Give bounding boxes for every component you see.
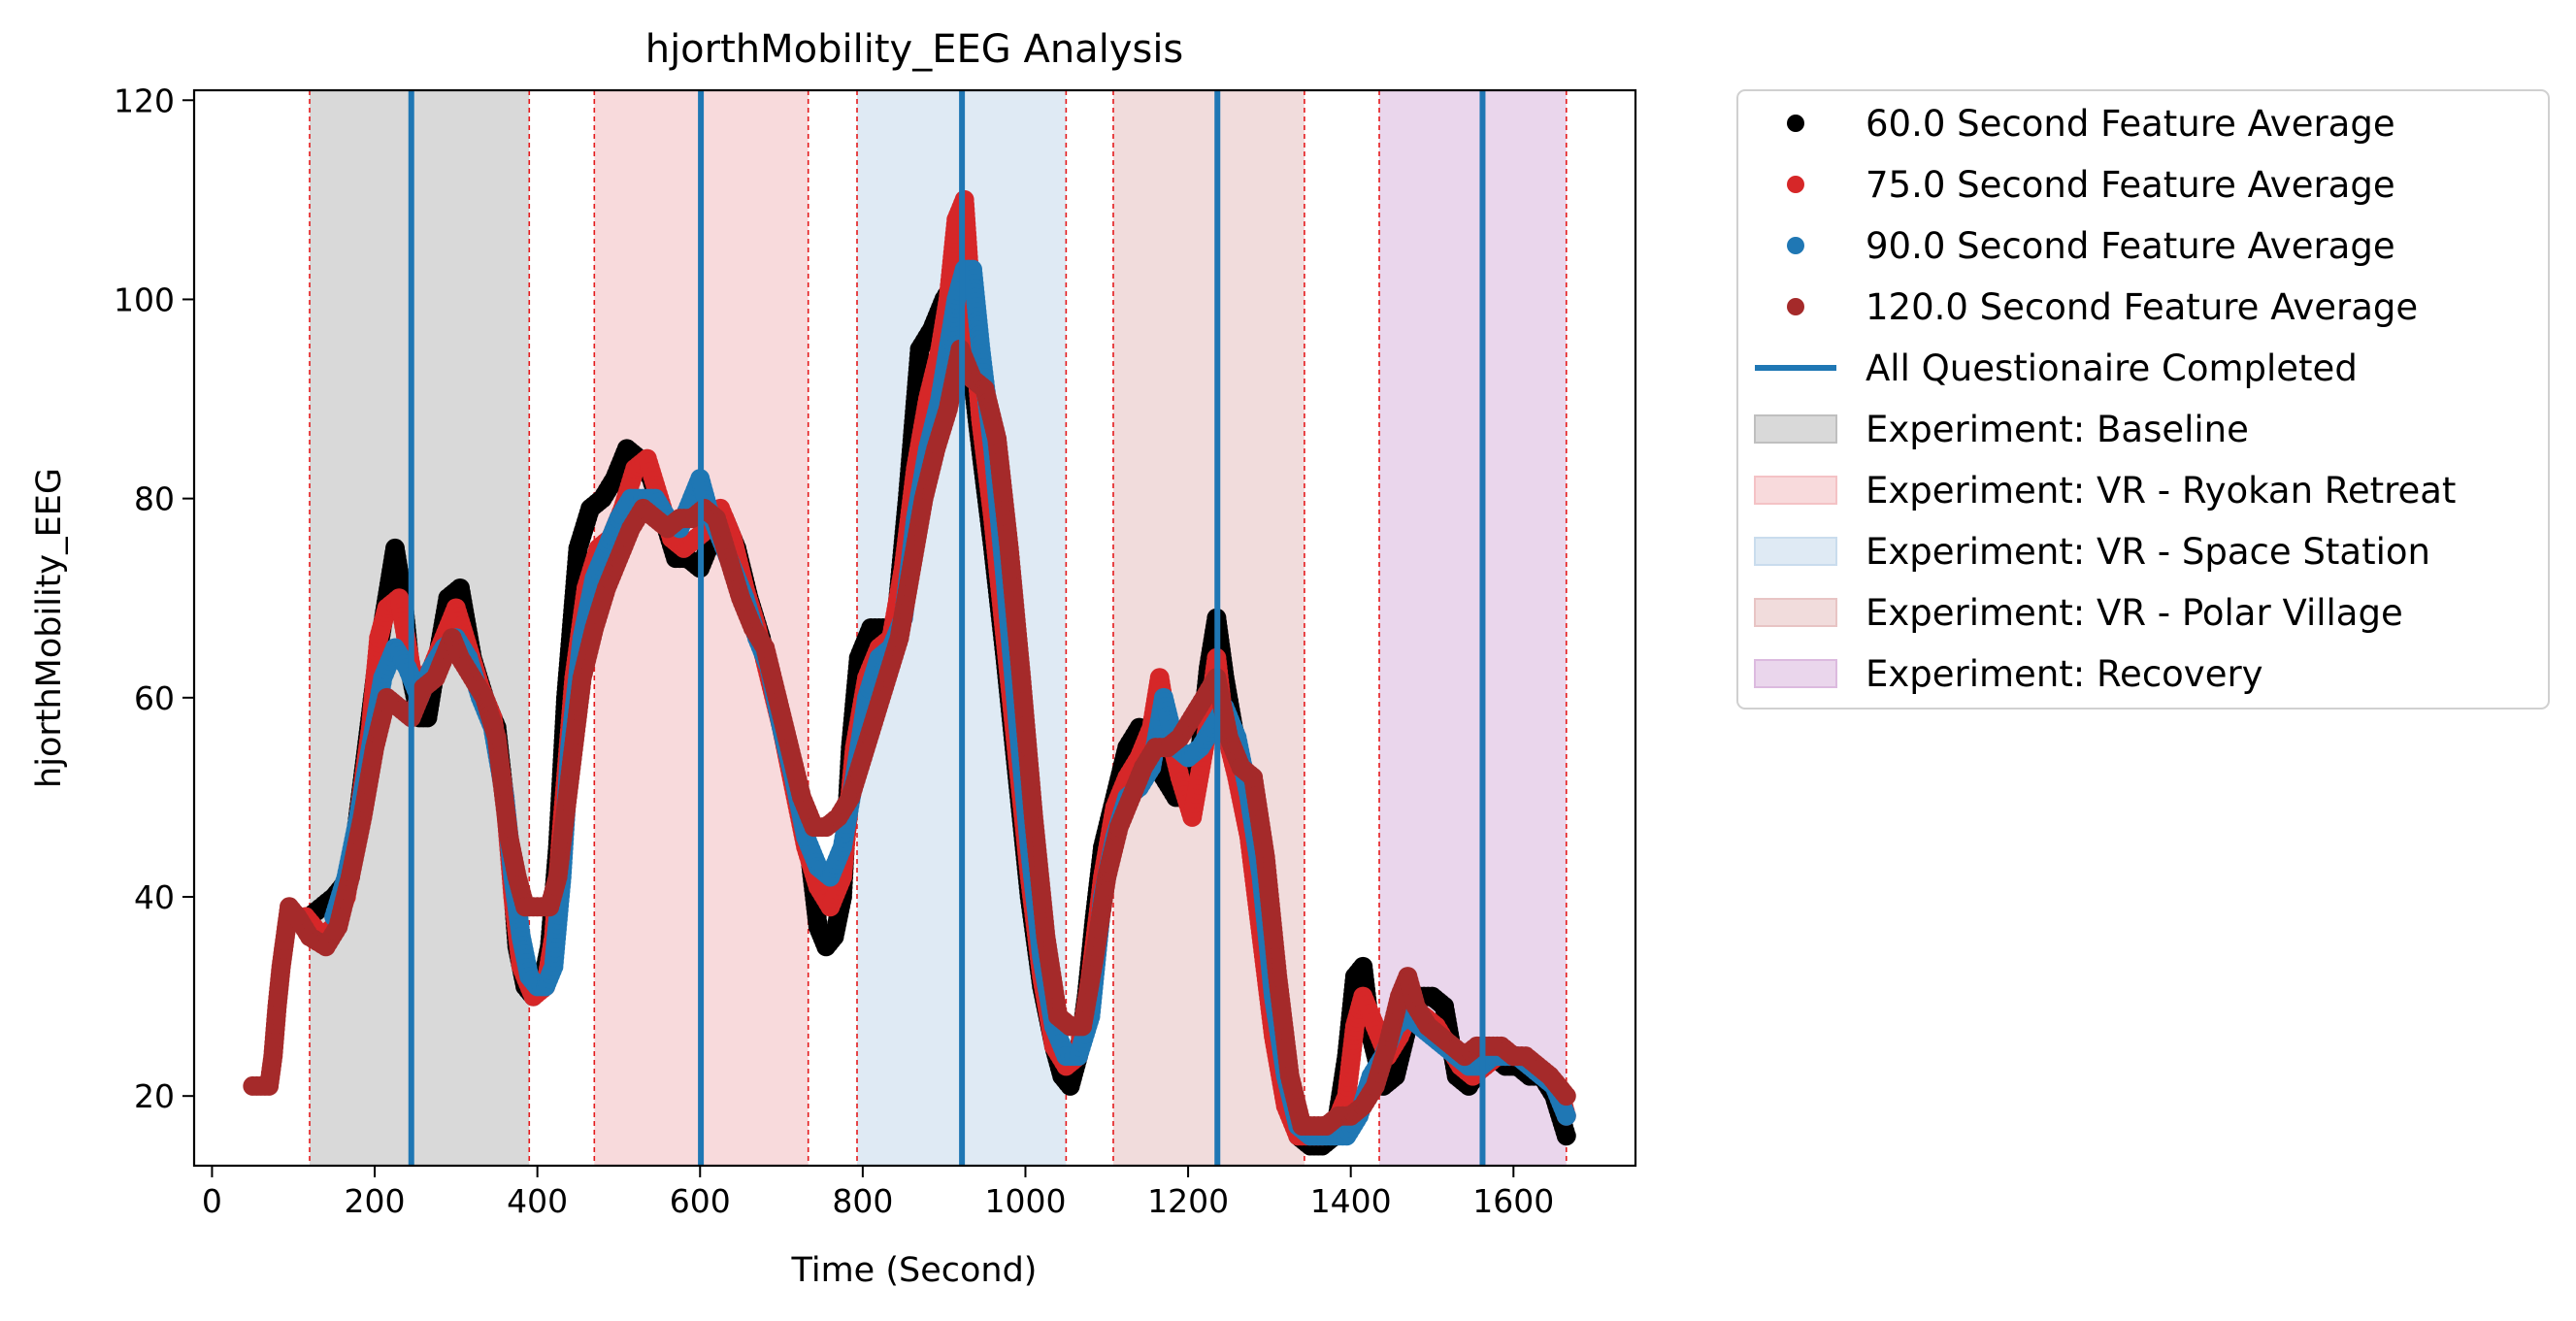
legend-item-experiment-vr-ryokan-retreat: Experiment: VR - Ryokan Retreat bbox=[1754, 470, 2456, 512]
legend-label: All Questionaire Completed bbox=[1866, 347, 2358, 389]
y-tick-label: 40 bbox=[134, 878, 175, 916]
legend-marker bbox=[1754, 659, 1837, 688]
questionnaire-lines bbox=[408, 90, 1486, 1166]
legend-items: 60.0 Second Feature Average 75.0 Second F… bbox=[1754, 103, 2456, 695]
legend-label: Experiment: VR - Ryokan Retreat bbox=[1866, 470, 2456, 512]
legend-marker bbox=[1754, 598, 1837, 627]
legend-label: Experiment: VR - Polar Village bbox=[1866, 592, 2403, 634]
x-axis-ticks: 0 200 400 600 800 1000 1200 1400 1600 bbox=[202, 1166, 1554, 1220]
data-point bbox=[1556, 1106, 1576, 1126]
legend-item-all-questionaire-completed: All Questionaire Completed bbox=[1755, 347, 2358, 389]
legend-label: Experiment: Baseline bbox=[1866, 409, 2249, 450]
legend-item-experiment-recovery: Experiment: Recovery bbox=[1754, 653, 2263, 695]
x-tick-label: 800 bbox=[832, 1182, 893, 1220]
legend-marker bbox=[1787, 115, 1804, 132]
x-tick-label: 0 bbox=[202, 1182, 222, 1220]
y-tick-label: 20 bbox=[134, 1077, 175, 1115]
legend-marker bbox=[1754, 537, 1837, 566]
legend-item-experiment-baseline: Experiment: Baseline bbox=[1754, 409, 2249, 450]
legend-label: Experiment: VR - Space Station bbox=[1866, 531, 2430, 573]
y-axis-ticks: 20 40 60 80 100 120 bbox=[114, 82, 194, 1115]
y-tick-label: 100 bbox=[114, 281, 175, 318]
legend: 60.0 Second Feature Average 75.0 Second F… bbox=[1736, 89, 2550, 710]
data-series bbox=[243, 189, 1576, 1156]
legend-label: 60.0 Second Feature Average bbox=[1866, 103, 2395, 145]
series-120-0-second-feature-average bbox=[243, 339, 1576, 1136]
data-point bbox=[1556, 1086, 1576, 1106]
legend-marker bbox=[1787, 237, 1804, 254]
legend-item-75-0-second-feature-average: 75.0 Second Feature Average bbox=[1787, 164, 2395, 206]
y-tick-label: 120 bbox=[114, 82, 175, 119]
legend-marker bbox=[1787, 298, 1804, 315]
y-axis-label: hjorthMobility_EEG bbox=[30, 468, 69, 788]
chart-title: hjorthMobility_EEG Analysis bbox=[645, 27, 1184, 72]
legend-marker bbox=[1787, 176, 1804, 193]
legend-item-experiment-vr-polar-village: Experiment: VR - Polar Village bbox=[1754, 592, 2403, 634]
legend-label: 90.0 Second Feature Average bbox=[1866, 225, 2395, 267]
region-experiment-baseline bbox=[310, 90, 530, 1166]
legend-label: 75.0 Second Feature Average bbox=[1866, 164, 2395, 206]
data-point bbox=[1556, 1126, 1576, 1146]
legend-marker bbox=[1754, 414, 1837, 444]
legend-box bbox=[1736, 89, 2550, 710]
legend-label: 120.0 Second Feature Average bbox=[1866, 286, 2418, 328]
x-tick-label: 400 bbox=[507, 1182, 568, 1220]
legend-marker bbox=[1754, 476, 1837, 505]
x-axis-label: Time (Second) bbox=[791, 1251, 1038, 1290]
x-tick-label: 1000 bbox=[984, 1182, 1066, 1220]
x-tick-label: 200 bbox=[345, 1182, 406, 1220]
x-tick-label: 1200 bbox=[1147, 1182, 1229, 1220]
x-tick-label: 600 bbox=[670, 1182, 731, 1220]
x-tick-label: 1400 bbox=[1310, 1182, 1392, 1220]
legend-item-experiment-vr-space-station: Experiment: VR - Space Station bbox=[1754, 531, 2430, 573]
y-tick-label: 80 bbox=[134, 480, 175, 518]
legend-item-120-0-second-feature-average: 120.0 Second Feature Average bbox=[1787, 286, 2418, 328]
y-tick-label: 60 bbox=[134, 679, 175, 717]
x-tick-label: 1600 bbox=[1472, 1182, 1554, 1220]
legend-label: Experiment: Recovery bbox=[1866, 653, 2263, 695]
legend-item-90-0-second-feature-average: 90.0 Second Feature Average bbox=[1787, 225, 2395, 267]
background-regions bbox=[309, 90, 1568, 1166]
legend-item-60-0-second-feature-average: 60.0 Second Feature Average bbox=[1787, 103, 2395, 145]
plot-area-frame bbox=[192, 88, 1637, 1168]
